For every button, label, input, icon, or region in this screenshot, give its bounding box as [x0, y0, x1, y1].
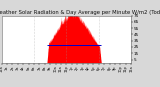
Title: Milwaukee Weather Solar Radiation & Day Average per Minute W/m2 (Today): Milwaukee Weather Solar Radiation & Day … [0, 10, 160, 15]
